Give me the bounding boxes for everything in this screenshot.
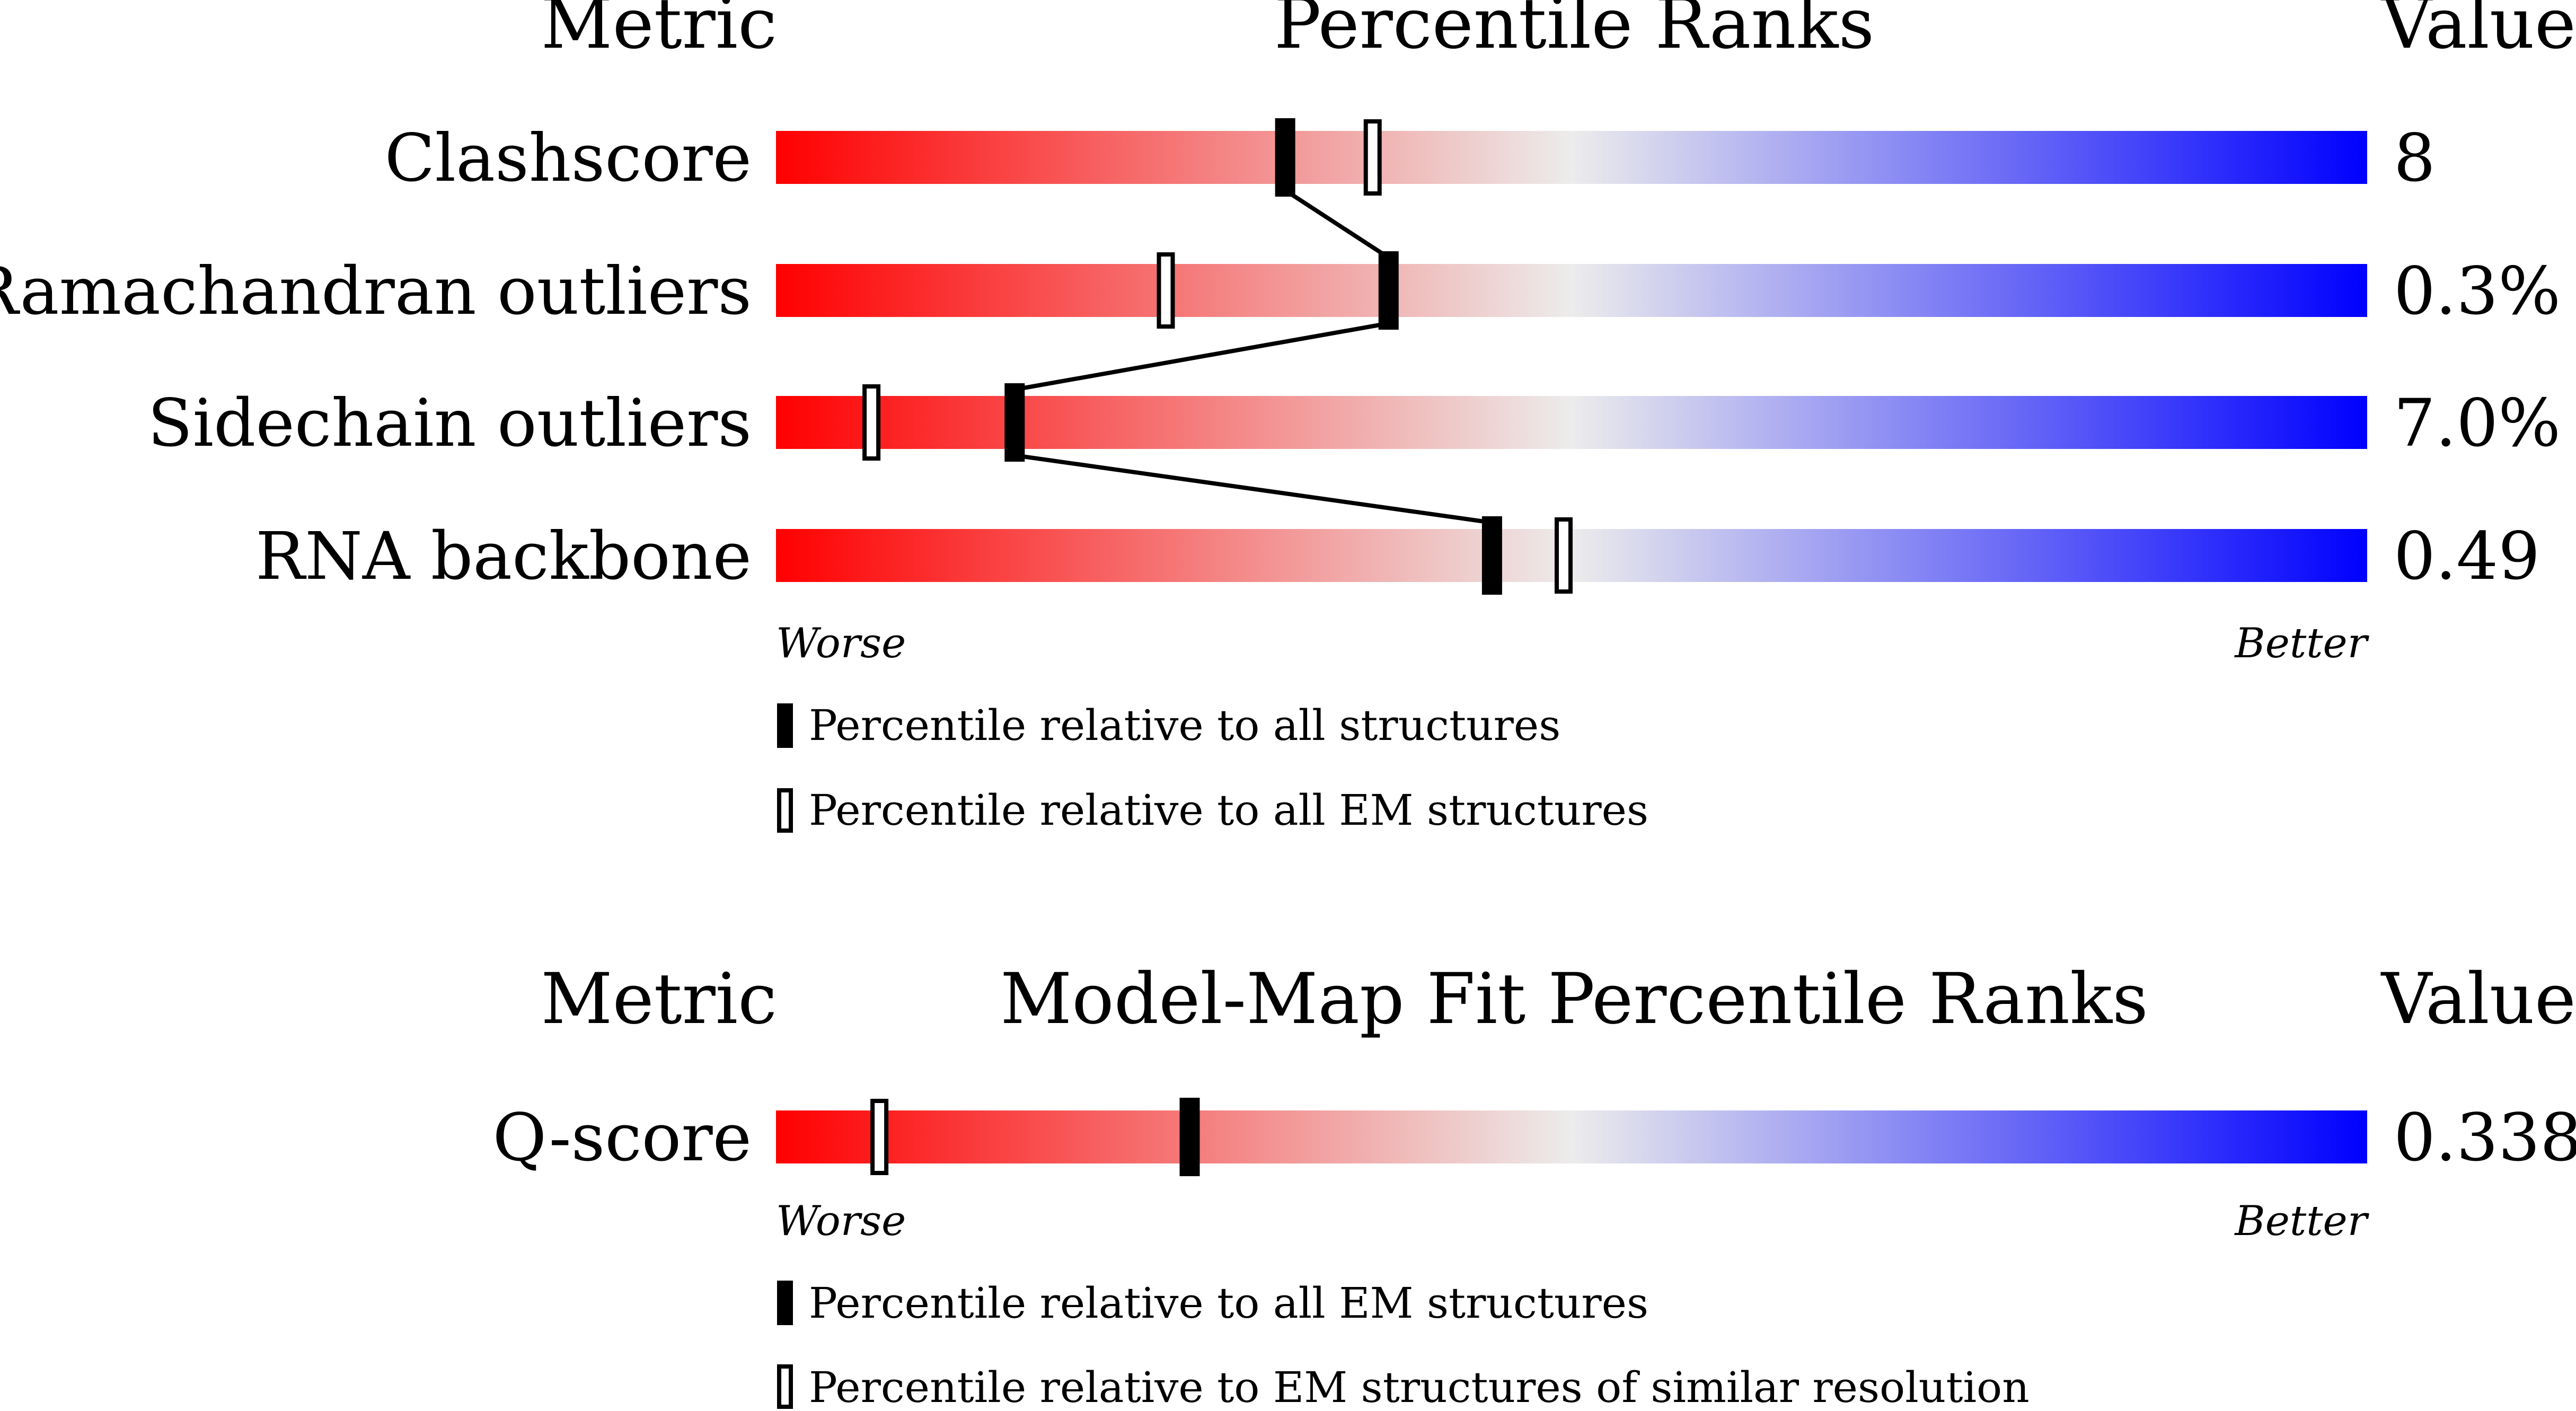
panel1-legend-filled-label: Percentile relative to all structures (809, 701, 1560, 750)
panel2-title: Model-Map Fit Percentile Ranks (1000, 958, 2148, 1040)
metric-value: 0.49 (2394, 518, 2540, 595)
connector-line (1014, 453, 1493, 525)
panel2-better-label: Better (2234, 1197, 2369, 1245)
panel1-title: Percentile Ranks (1274, 0, 1875, 65)
metric-label: Sidechain outliers (148, 385, 752, 462)
all-percentile-marker (1378, 251, 1399, 330)
metric-value: 0.3% (2394, 253, 2561, 330)
metric-label: Ramachandran outliers (0, 253, 752, 330)
percentile-bar (776, 131, 2367, 184)
metric-value: 0.338 (2394, 1100, 2576, 1176)
metric-value: 7.0% (2394, 385, 2561, 462)
em-percentile-marker (1363, 119, 1382, 196)
panel1-rows: Clashscore 8 Ramachandran outliers 0.3% Side… (0, 118, 2561, 595)
em-percentile-marker (1554, 517, 1573, 594)
percentile-bar (776, 396, 2367, 449)
panel1-legend-filled-marker (777, 703, 793, 748)
panel2-legend-filled-label: Percentile relative to all EM structures (809, 1278, 1648, 1328)
percentile-bar (776, 1110, 2367, 1163)
all-percentile-marker (1004, 383, 1025, 462)
em-percentile-marker (862, 384, 881, 461)
panel2-legend-filled-marker (777, 1281, 793, 1325)
panel2-legend-open-label: Percentile relative to EM structures of … (809, 1363, 2030, 1411)
panel1-worse-label: Worse (776, 620, 906, 667)
metric-value: 8 (2394, 120, 2436, 197)
panel1-value-header: Value (2380, 0, 2576, 65)
panel1-better-label: Better (2234, 620, 2369, 667)
panel2-legend-open-marker (777, 1364, 793, 1409)
em-percentile-marker (1157, 252, 1175, 329)
all-percentile-marker (1481, 516, 1502, 595)
panel2-metric-header: Metric (541, 958, 777, 1040)
metric-label: RNA backbone (255, 518, 752, 595)
connector-line (1284, 188, 1390, 260)
percentile-bar (776, 264, 2367, 317)
panel1-metric-header: Metric (541, 0, 777, 65)
connector-line (1014, 321, 1389, 392)
metric-label: Q-score (493, 1100, 752, 1176)
panel2-rows: Q-score 0.338 (493, 1098, 2576, 1176)
metric-label: Clashscore (385, 120, 752, 197)
all-percentile-marker (1275, 118, 1295, 197)
panel1-legend-open-label: Percentile relative to all EM structures (809, 786, 1648, 835)
panel2-value-header: Value (2380, 958, 2576, 1040)
panel2-worse-label: Worse (776, 1197, 906, 1245)
panel1-legend-open-marker (777, 788, 793, 833)
em-percentile-marker (870, 1099, 889, 1175)
all-percentile-marker (1179, 1098, 1200, 1176)
